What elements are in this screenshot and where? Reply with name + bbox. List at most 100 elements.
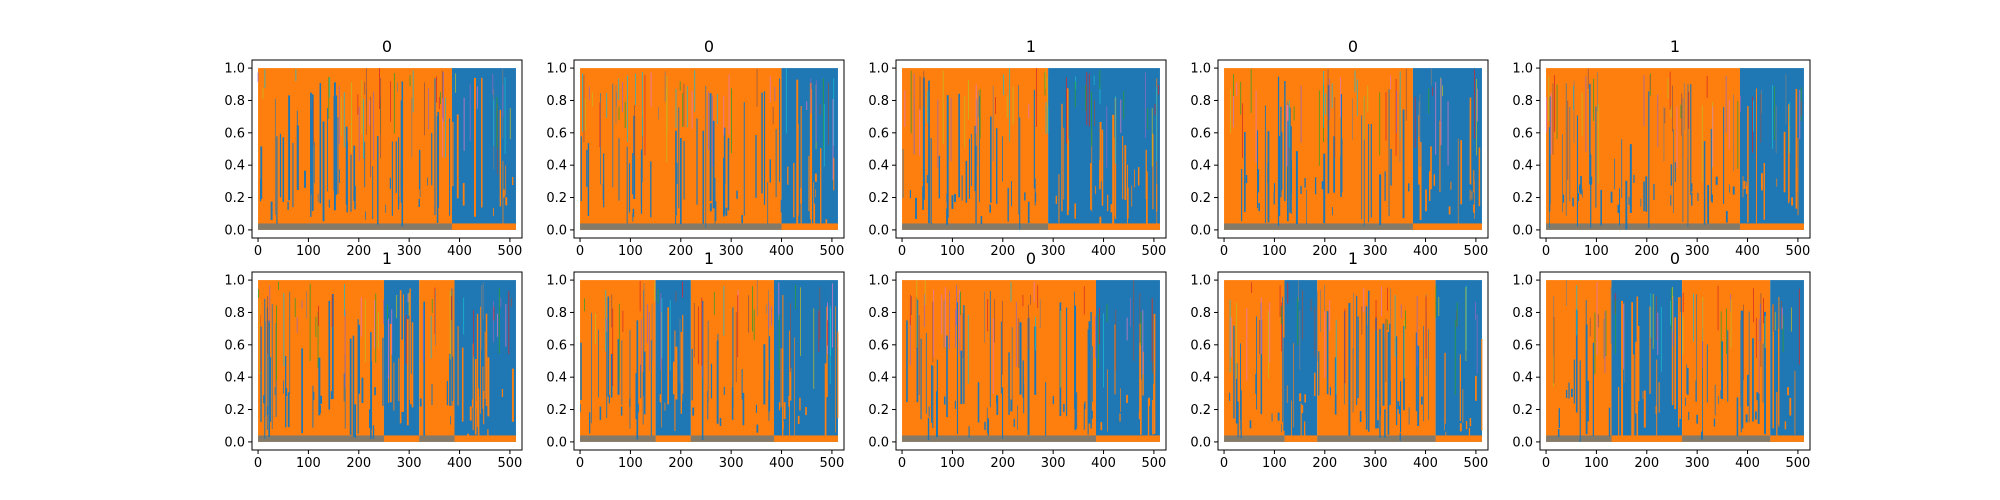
x-tick-label: 100: [1262, 456, 1287, 471]
series-band-orange: [1546, 280, 1612, 442]
y-tick-label: 0.8: [868, 94, 889, 109]
y-tick-label: 0.2: [1190, 403, 1211, 418]
subplot-7: 1 0.0 0.2 0.4 0.6 0.8 1.0 0 100 200 300 400 500: [546, 249, 845, 471]
series-band-blue: [1435, 280, 1482, 442]
y-tick-label: 0.4: [224, 371, 245, 386]
x-tick-label: 400: [1413, 244, 1438, 259]
baseline-band: [1317, 435, 1436, 442]
y-tick-label: 0.6: [1190, 126, 1211, 141]
x-tick-label: 0: [576, 244, 584, 259]
series-band-orange: [1682, 280, 1771, 442]
x-tick-label: 400: [447, 244, 472, 259]
x-tick-label: 400: [447, 456, 472, 471]
baseline-band: [781, 223, 838, 230]
y-tick-label: 1.0: [1512, 274, 1533, 289]
series-band-orange: [419, 280, 455, 442]
baseline-band: [580, 223, 782, 230]
x-tick-label: 100: [296, 244, 321, 259]
y-tick-label: 0.4: [1190, 371, 1211, 386]
plot-area: [902, 280, 1160, 442]
series-band-orange: [1224, 280, 1285, 442]
baseline-band: [1611, 435, 1683, 442]
series-band-blue: [773, 280, 838, 442]
subplot-8: 0 0.0 0.2 0.4 0.6 0.8 1.0 0 100 200 300 400 500: [868, 249, 1167, 471]
y-tick-label: 1.0: [1190, 274, 1211, 289]
y-tick-label: 0.0: [868, 223, 889, 238]
y-tick-label: 0.0: [1512, 223, 1533, 238]
y-tick-label: 0.8: [224, 94, 245, 109]
axes-frame: [895, 271, 1167, 451]
x-tick-label: 200: [1312, 456, 1337, 471]
plot-area: [1545, 68, 1804, 230]
subplot-title: 0: [1670, 249, 1680, 268]
x-tick-label: 500: [1463, 244, 1488, 259]
axes-frame: [1539, 271, 1811, 451]
x-tick-label: 0: [898, 244, 906, 259]
axes-frame: [573, 271, 845, 451]
baseline-band: [1546, 223, 1740, 230]
x-tick-label: 200: [990, 456, 1015, 471]
axes-frame: [1539, 59, 1811, 239]
y-tick-label: 1.0: [224, 274, 245, 289]
subplot-title: 0: [1026, 249, 1036, 268]
x-tick-label: 400: [1413, 456, 1438, 471]
y-tick-label: 0.6: [546, 126, 567, 141]
axes-frame: [1217, 59, 1489, 239]
series-band-blue: [1095, 280, 1160, 442]
y-tick-label: 0.2: [1512, 403, 1533, 418]
x-tick-label: 300: [1685, 456, 1710, 471]
y-tick-label: 0.0: [546, 223, 567, 238]
subplot-10: 0 0.0 0.2 0.4 0.6 0.8 1.0 0 100 200 300 400 500: [1512, 249, 1811, 471]
subplot-5: 1 0.0 0.2 0.4 0.6 0.8 1.0 0 100 200 300 400 500: [1512, 37, 1811, 259]
y-tick-label: 0.4: [1190, 159, 1211, 174]
y-tick-label: 0.0: [1512, 435, 1533, 450]
y-tick-label: 1.0: [1512, 62, 1533, 77]
baseline-band: [1412, 223, 1482, 230]
x-tick-label: 200: [1312, 244, 1337, 259]
x-tick-label: 100: [940, 456, 965, 471]
y-tick-label: 0.2: [1190, 191, 1211, 206]
y-tick-label: 0.2: [224, 403, 245, 418]
baseline-band: [383, 435, 420, 442]
y-tick-label: 1.0: [1190, 62, 1211, 77]
x-tick-label: 300: [397, 456, 422, 471]
y-tick-label: 0.2: [868, 403, 889, 418]
plot-area: [1546, 280, 1804, 442]
x-tick-label: 200: [1634, 244, 1659, 259]
plot-area: [1224, 68, 1482, 230]
x-tick-label: 400: [1091, 456, 1116, 471]
y-tick-label: 0.8: [224, 306, 245, 321]
series-band-orange: [1224, 68, 1413, 230]
plot-area: [258, 280, 516, 442]
y-tick-label: 0.8: [546, 306, 567, 321]
y-tick-label: 0.4: [1512, 371, 1533, 386]
x-tick-label: 400: [769, 456, 794, 471]
y-tick-label: 0.6: [224, 338, 245, 353]
baseline-band: [451, 223, 516, 230]
x-tick-label: 500: [1463, 456, 1488, 471]
y-tick-label: 0.6: [1512, 126, 1533, 141]
subplot-2: 0 0.0 0.2 0.4 0.6 0.8 1.0 0 100 200 300 400 500: [546, 37, 845, 259]
plot-area: [1224, 280, 1483, 442]
y-tick-label: 0.6: [1512, 338, 1533, 353]
x-tick-label: 500: [497, 456, 522, 471]
subplot-title: 0: [382, 37, 392, 56]
y-tick-label: 0.2: [224, 191, 245, 206]
x-tick-label: 100: [940, 244, 965, 259]
x-tick-label: 500: [819, 456, 844, 471]
subplot-title: 0: [704, 37, 714, 56]
plot-area: [257, 68, 516, 230]
baseline-band: [1770, 435, 1804, 442]
y-tick-label: 1.0: [868, 62, 889, 77]
x-tick-label: 100: [296, 456, 321, 471]
axes-frame: [251, 271, 523, 451]
y-tick-label: 0.6: [546, 338, 567, 353]
x-tick-label: 300: [1685, 244, 1710, 259]
y-tick-label: 0.6: [224, 126, 245, 141]
y-tick-label: 0.4: [868, 159, 889, 174]
x-tick-label: 0: [898, 456, 906, 471]
x-tick-label: 100: [1584, 244, 1609, 259]
y-tick-label: 0.4: [546, 159, 567, 174]
x-tick-label: 200: [1634, 456, 1659, 471]
